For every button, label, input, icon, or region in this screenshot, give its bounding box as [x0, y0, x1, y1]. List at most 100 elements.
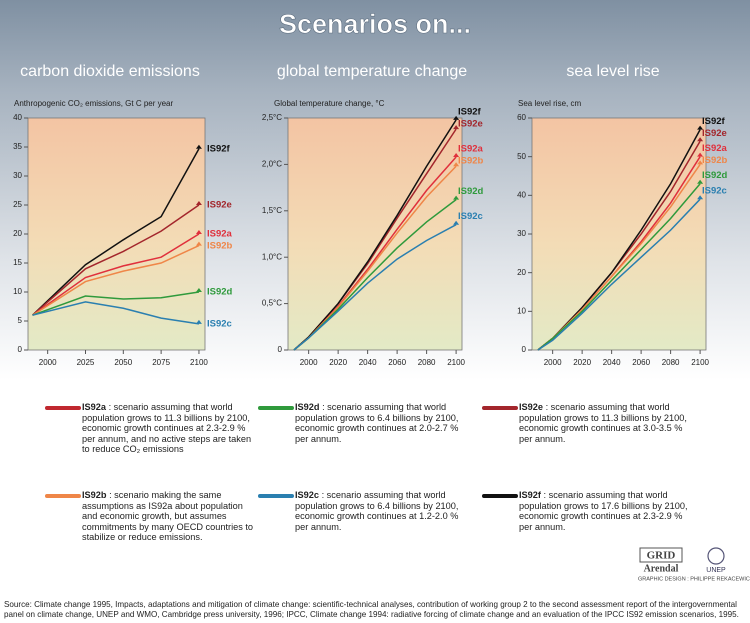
x-tick-label: 2020 — [329, 358, 347, 367]
series-label: IS92e — [207, 200, 232, 211]
arrow-head — [453, 195, 460, 200]
section-title: carbon dioxide emissions — [20, 63, 200, 80]
y-tick-label: 60 — [517, 113, 526, 122]
series-label: IS92a — [458, 143, 484, 154]
legend-swatch — [45, 406, 81, 410]
scenario-name: IS92f — [519, 490, 541, 500]
y-tick-label: 0 — [278, 345, 283, 354]
y-tick-label: 40 — [517, 190, 526, 199]
series-label: IS92f — [458, 106, 482, 117]
legend-swatch — [482, 406, 518, 410]
legend-entry: IS92f : scenario assuming that world pop… — [519, 490, 691, 532]
legend-entry: IS92c : scenario assuming that world pop… — [295, 490, 467, 532]
legend-swatch — [45, 494, 81, 498]
series-line — [293, 224, 457, 351]
scenario-name: IS92e — [519, 402, 544, 412]
arrow-head — [195, 241, 202, 246]
y-tick-label: 10 — [13, 287, 22, 296]
y-tick-label: 40 — [13, 113, 22, 122]
plot-area — [531, 117, 707, 351]
x-tick-label: 2080 — [662, 358, 680, 367]
x-tick-label: 2000 — [544, 358, 562, 367]
scenario-description: : scenario assuming that world populatio… — [295, 490, 459, 532]
y-tick-label: 50 — [517, 152, 526, 161]
y-tick-label: 0,5°C — [262, 299, 282, 308]
arrow-head — [697, 195, 704, 200]
x-tick-label: 2050 — [114, 358, 132, 367]
series-line — [32, 244, 200, 316]
legend-entry: IS92d : scenario assuming that world pop… — [295, 402, 467, 444]
arrow-head — [195, 201, 202, 205]
scenario-description: : scenario assuming that world populatio… — [519, 402, 687, 444]
source: Source: Climate change 1995, Impacts, ad… — [4, 600, 739, 619]
section-title: sea level rise — [566, 63, 659, 80]
legend-swatch — [258, 406, 294, 410]
series-line — [537, 198, 701, 351]
scenario-description: : scenario assuming that world populatio… — [295, 402, 459, 444]
y-tick-label: 2,5°C — [262, 113, 282, 122]
y-tick-label: 5 — [18, 316, 23, 325]
y-tick-label: 15 — [13, 258, 22, 267]
scenario-name: IS92a — [82, 402, 107, 412]
logo-text: GRID — [647, 550, 676, 562]
scenario-name: IS92c — [295, 490, 320, 500]
y-tick-label: 2,0°C — [262, 160, 282, 169]
x-tick-label: 2060 — [632, 358, 650, 367]
arrow-head — [453, 162, 460, 167]
logo-box — [639, 547, 683, 563]
design-credit: GRAPHIC DESIGN : PHILIPPE REKACEWICZ — [638, 576, 750, 582]
series-label: IS92f — [702, 116, 726, 127]
unep-emblem — [707, 547, 725, 565]
section-title: global temperature change — [277, 63, 467, 80]
x-tick-label: 2020 — [573, 358, 591, 367]
x-tick-label: 2040 — [359, 358, 377, 367]
series-label: IS92f — [207, 143, 231, 154]
series-label: IS92b — [702, 155, 728, 166]
series-label: IS92d — [207, 287, 233, 298]
scenario-description: : scenario assuming that world populatio… — [519, 490, 688, 532]
logo-sub: Arendal — [644, 563, 679, 574]
series-line — [32, 204, 200, 316]
x-tick-label: 2100 — [447, 358, 465, 367]
arrow-head — [697, 125, 704, 130]
arrow-head — [697, 152, 704, 157]
y-tick-label: 30 — [517, 229, 526, 238]
series-label: IS92d — [702, 170, 728, 181]
x-tick-label: 2080 — [418, 358, 436, 367]
axis-title: Sea level rise, cm — [518, 99, 581, 108]
series-line — [32, 291, 200, 316]
x-tick-label: 2025 — [77, 358, 95, 367]
series-label: IS92c — [207, 318, 232, 329]
series-label: IS92a — [207, 229, 233, 240]
series-label: IS92b — [207, 241, 233, 252]
legend-entry: IS92b : scenario making the same assumpt… — [82, 490, 254, 543]
series-label: IS92c — [458, 211, 483, 222]
scenario-description: : scenario assuming that world populatio… — [82, 402, 252, 455]
x-tick-label: 2040 — [603, 358, 621, 367]
legend-entry: IS92a : scenario assuming that world pop… — [82, 402, 254, 455]
series-line — [32, 233, 200, 316]
logo: GRID Arendal UNEP GRAPHIC DESIGN : PHILI… — [638, 547, 750, 582]
legend-entry: IS92e : scenario assuming that world pop… — [519, 402, 691, 444]
x-tick-label: 2075 — [152, 358, 170, 367]
legend-swatch — [258, 494, 294, 498]
y-tick-label: 20 — [517, 268, 526, 277]
x-tick-label: 2100 — [190, 358, 208, 367]
x-tick-label: 2100 — [691, 358, 709, 367]
unep-text: UNEP — [706, 567, 726, 574]
arrow-head — [195, 230, 202, 234]
axis-title: Global temperature change, °C — [274, 99, 385, 108]
series-line — [32, 148, 200, 316]
arrow-head — [453, 115, 460, 120]
series-label: IS92c — [702, 186, 727, 197]
series-label: IS92e — [458, 118, 483, 129]
y-tick-label: 10 — [517, 306, 526, 315]
arrow-head — [697, 179, 704, 184]
y-tick-label: 0 — [18, 345, 23, 354]
y-tick-label: 0 — [522, 345, 527, 354]
y-tick-label: 1,0°C — [262, 252, 282, 261]
arrow-head — [453, 152, 460, 157]
y-tick-label: 30 — [13, 171, 22, 180]
x-tick-label: 2060 — [388, 358, 406, 367]
